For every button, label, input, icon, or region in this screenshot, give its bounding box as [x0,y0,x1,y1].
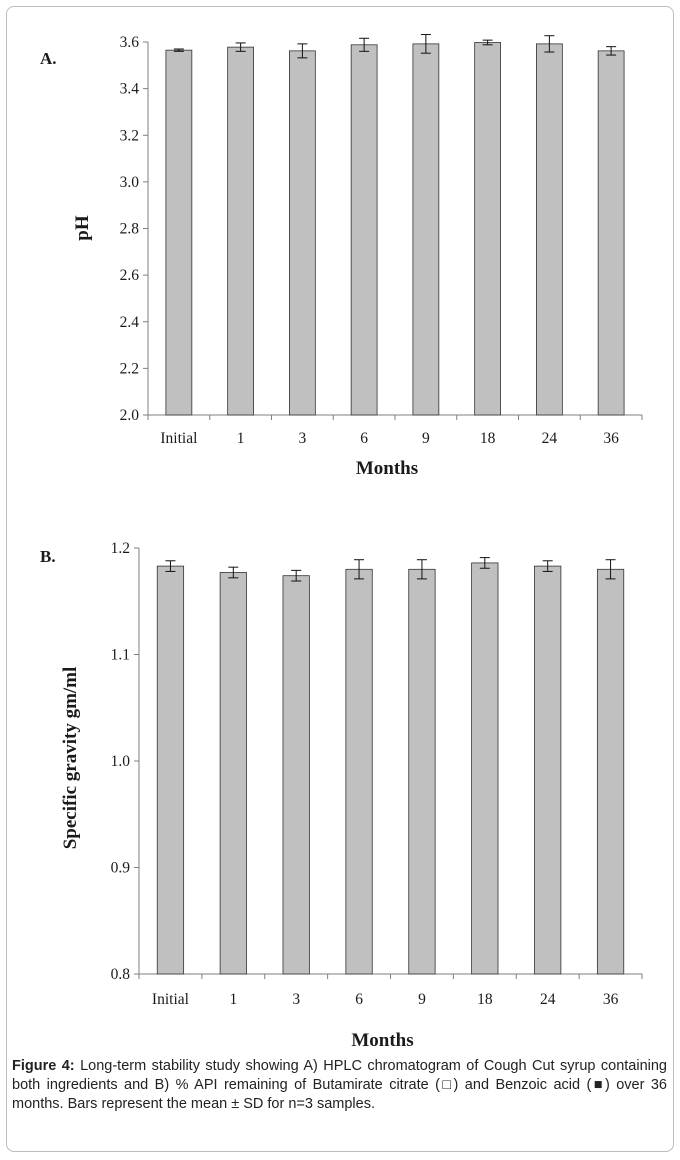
panel-b-bar [534,565,562,975]
panel-b-x-axis-title: Months [351,1030,413,1050]
panel-a-x-tick-label: 3 [299,430,307,447]
panel-b-bar [282,575,310,975]
panel-a-y-tick-label: 3.2 [120,127,139,144]
panel-a-y-tick-label: 2.2 [120,360,139,377]
panel-a-x-tick-label: Initial [160,430,197,447]
panel-b-x-tick-label: Initial [152,991,189,1008]
panel-a-x-tick-label: 24 [542,430,558,447]
panel-b-x-tick-label: 24 [540,991,556,1008]
panel-b-x-tick-label: 1 [229,991,237,1008]
panel-b-x-tick-label: 18 [477,991,493,1008]
panel-a-label: A. [40,49,57,68]
panel-b-y-tick-label: 1.1 [111,647,130,664]
panel-a-bar [412,43,440,416]
panel-b-bar [219,572,247,975]
panel-b-label: B. [40,547,56,566]
panel-a-x-tick-label: 18 [480,430,496,447]
panel-a-bar [536,43,563,416]
panel-b-y-tick-label: 0.8 [111,966,131,983]
caption-text: Long-term stability study showing A) HPL… [12,1058,667,1112]
panel-a-x-tick-label: 36 [603,430,619,447]
panel-b-bar [596,568,625,975]
panel-a-x-tick-label: 6 [360,430,368,447]
panel-b-y-axis-title: Specific gravity gm/ml [60,667,81,850]
panel-b-y-tick-label: 1.0 [111,753,131,770]
panel-a-bar [289,50,316,416]
panel-b-x-tick-label: 36 [603,991,619,1008]
panel-a-y-tick-label: 3.6 [120,34,140,51]
panel-b-y-tick-label: 1.2 [111,540,130,557]
panel-a-bar [165,49,193,416]
panel-a-y-tick-label: 2.8 [120,221,140,238]
panel-a-x-tick-label: 1 [237,430,245,447]
panel-a-bar [227,46,254,416]
panel-b-bar [471,562,499,975]
panel-a-y-tick-label: 2.6 [120,267,140,284]
panel-b-x-tick-label: 9 [418,991,426,1008]
panel-b-bar [156,565,185,975]
panel-a-x-tick-label: 9 [422,430,430,447]
panel-b-x-tick-label: 6 [355,991,363,1008]
panel-a-bar [474,42,501,416]
panel-b-x-tick-label: 3 [292,991,300,1008]
panel-b-y-tick-label: 0.9 [111,860,131,877]
panel-b-bar [408,568,436,975]
panel-b-bar [345,568,373,975]
panel-a-bar [350,44,378,416]
caption-label: Figure 4: [12,1058,75,1074]
panel-a-y-axis-title: pH [72,215,93,241]
panel-a-y-tick-label: 3.4 [120,81,140,98]
figure-caption: Figure 4: Long-term stability study show… [12,1057,667,1114]
panel-a-bar [597,50,625,416]
panel-a-y-tick-label: 2.4 [120,314,140,331]
panel-a-y-tick-label: 2.0 [120,407,140,424]
panel-a-x-axis-title: Months [356,458,418,479]
panel-a-y-tick-label: 3.0 [120,174,140,191]
